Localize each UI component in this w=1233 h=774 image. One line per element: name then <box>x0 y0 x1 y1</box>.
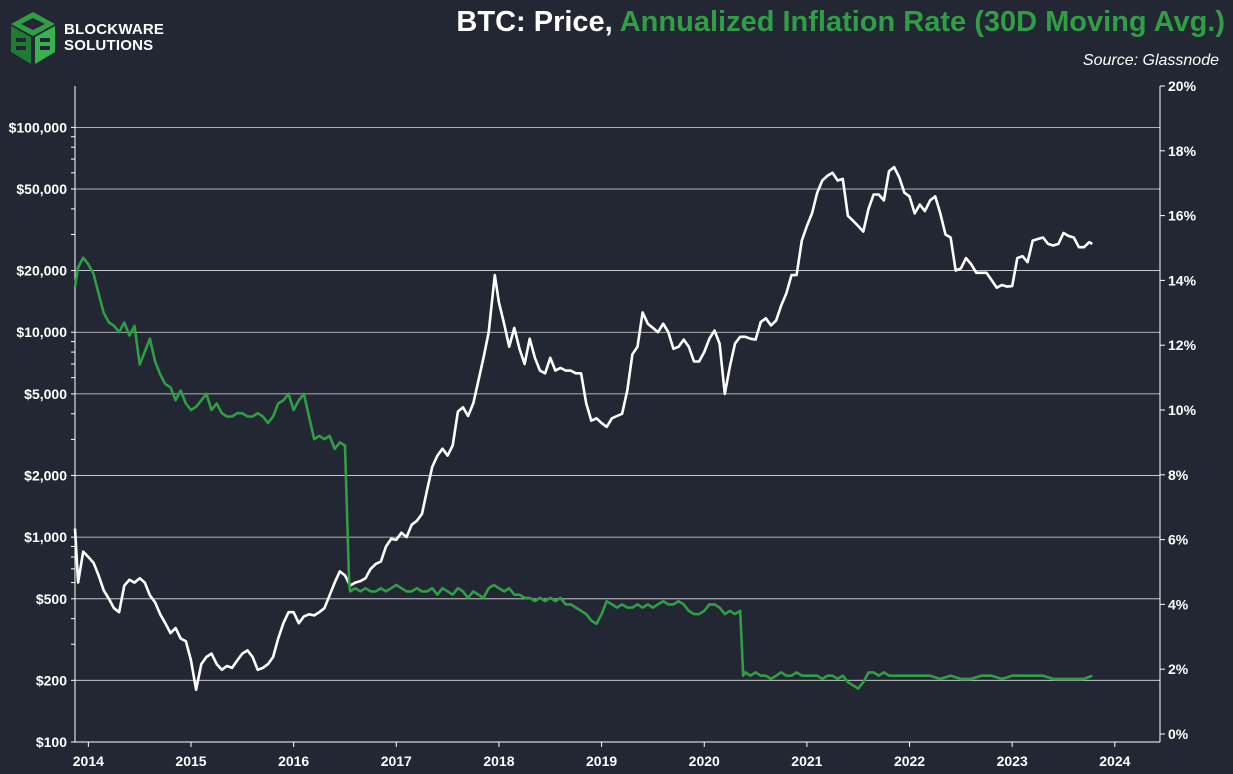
left-tick-label: $1,000 <box>24 529 67 545</box>
chart-title: BTC: Price, Annualized Inflation Rate (3… <box>456 6 1225 39</box>
right-tick-label: 14% <box>1168 272 1197 288</box>
right-tick-label: 0% <box>1168 726 1189 742</box>
title-price: BTC: Price, <box>456 6 613 38</box>
x-tick-label: 2017 <box>381 753 412 769</box>
x-axis-ticks: 2014 2015 2016 2017 2018 2019 2020 2021 2022 2023… <box>73 753 1131 769</box>
left-tick-label: $100,000 <box>9 119 68 135</box>
blockware-logo-icon <box>11 12 55 64</box>
x-tick-label: 2024 <box>1099 753 1130 769</box>
right-tick-label: 18% <box>1168 143 1197 159</box>
inflation-rate-line <box>73 256 1093 690</box>
x-tick-label: 2018 <box>483 753 514 769</box>
right-tick-label: 8% <box>1168 467 1189 483</box>
x-tick-label: 2022 <box>894 753 925 769</box>
source-note: Source: Glassnode <box>1082 52 1219 69</box>
x-tick-label: 2015 <box>175 753 206 769</box>
left-tick-label: $20,000 <box>16 263 67 279</box>
left-tick-label: $5,000 <box>24 386 67 402</box>
btc-price-line <box>73 165 1093 691</box>
right-tick-label: 2% <box>1168 661 1189 677</box>
left-tick-label: $100 <box>36 734 67 750</box>
left-tick-label: $50,000 <box>16 181 67 197</box>
left-tick-label: $2,000 <box>24 467 67 483</box>
series-group <box>73 165 1093 691</box>
left-tick-label: $500 <box>36 591 67 607</box>
left-axis-ticks: $100 $200 $500 $1,000 $2,000 $5,000 $10,000 $20… <box>9 119 68 750</box>
chart-axes <box>71 85 1165 747</box>
x-tick-label: 2021 <box>791 753 822 769</box>
x-tick-label: 2023 <box>997 753 1028 769</box>
right-tick-label: 10% <box>1168 402 1197 418</box>
grid-lines <box>75 126 1160 743</box>
left-tick-label: $200 <box>36 672 67 688</box>
brand-logo: BLOCKWARE SOLUTIONS <box>8 10 164 66</box>
x-tick-label: 2016 <box>278 753 309 769</box>
left-tick-label: $10,000 <box>16 324 67 340</box>
title-inflation: Annualized Inflation Rate (30D Moving Av… <box>619 6 1225 38</box>
right-tick-label: 6% <box>1168 532 1189 548</box>
right-tick-label: 4% <box>1168 596 1189 612</box>
brand-line2: SOLUTIONS <box>64 37 154 54</box>
x-tick-label: 2019 <box>586 753 617 769</box>
x-tick-label: 2014 <box>73 753 104 769</box>
right-tick-label: 12% <box>1168 337 1197 353</box>
right-axis-ticks: 0% 2% 4% 6% 8% 10% 12% 14% 16% 18% 20% <box>1168 78 1197 742</box>
right-tick-label: 16% <box>1168 208 1197 224</box>
x-tick-label: 2020 <box>689 753 720 769</box>
right-tick-label: 20% <box>1168 78 1197 94</box>
brand-line1: BLOCKWARE <box>64 21 165 38</box>
